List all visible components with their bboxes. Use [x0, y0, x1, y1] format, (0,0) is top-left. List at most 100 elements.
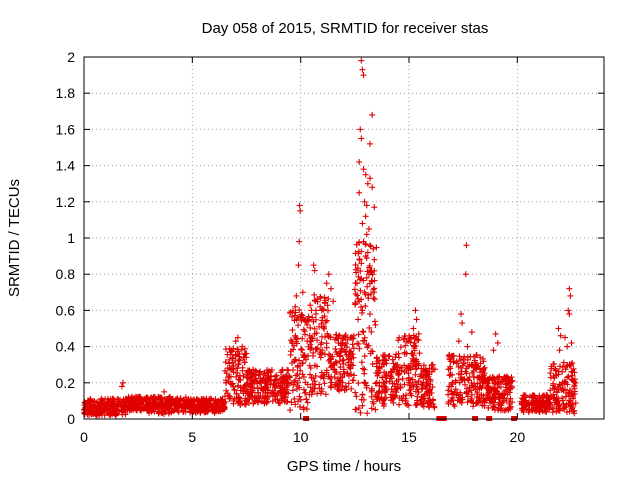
data-point	[81, 410, 88, 417]
data-point	[370, 295, 377, 302]
data-point	[312, 316, 319, 323]
data-point	[162, 397, 169, 404]
data-point	[86, 406, 93, 413]
data-point	[307, 384, 314, 391]
data-point	[359, 391, 366, 398]
data-point	[143, 396, 150, 403]
data-point	[372, 406, 379, 413]
data-point	[345, 380, 352, 387]
data-point	[347, 365, 354, 372]
data-point	[311, 362, 318, 369]
data-point	[235, 400, 242, 407]
data-point	[202, 398, 209, 405]
data-point	[287, 337, 294, 344]
data-point	[150, 394, 157, 401]
data-point	[138, 407, 145, 414]
data-point	[277, 400, 284, 407]
data-point	[358, 359, 365, 366]
data-point	[416, 350, 423, 357]
data-point	[291, 356, 298, 363]
data-point	[335, 386, 342, 393]
data-point	[303, 396, 310, 403]
data-point	[357, 304, 364, 311]
data-point	[289, 387, 296, 394]
data-point	[251, 384, 258, 391]
data-point	[357, 409, 364, 416]
data-point	[208, 397, 215, 404]
data-point	[273, 372, 280, 379]
data-point	[250, 366, 257, 373]
data-point	[359, 365, 366, 372]
data-point	[222, 377, 229, 384]
data-point	[325, 295, 332, 302]
data-point	[237, 395, 244, 402]
data-point	[257, 379, 264, 386]
data-point	[296, 403, 303, 410]
data-point	[379, 357, 386, 364]
data-point	[319, 350, 326, 357]
data-point	[350, 345, 357, 352]
data-point	[308, 374, 315, 381]
data-point	[332, 336, 339, 343]
data-point	[364, 344, 371, 351]
data-point	[355, 340, 362, 347]
data-point	[299, 312, 306, 319]
data-point	[259, 387, 266, 394]
data-point	[373, 244, 380, 251]
data-point	[360, 328, 367, 335]
data-point	[297, 396, 304, 403]
data-point	[177, 400, 184, 407]
data-point	[293, 338, 300, 345]
data-point	[124, 404, 131, 411]
data-point	[318, 320, 325, 327]
data-point	[294, 314, 301, 321]
data-point	[236, 357, 243, 364]
data-point	[222, 359, 229, 366]
data-point	[336, 333, 343, 340]
data-point	[383, 394, 390, 401]
data-point	[383, 372, 390, 379]
data-point	[341, 334, 348, 341]
data-point	[242, 401, 249, 408]
data-point	[317, 354, 324, 361]
data-point	[99, 400, 106, 407]
data-point	[301, 328, 308, 335]
data-point	[361, 334, 368, 341]
data-point	[367, 290, 374, 297]
data-point	[175, 409, 182, 416]
data-point	[327, 334, 334, 341]
data-point	[311, 325, 318, 332]
data-point	[294, 371, 301, 378]
data-point	[235, 361, 242, 368]
data-point	[242, 350, 249, 357]
data-point	[279, 378, 286, 385]
data-point	[307, 365, 314, 372]
data-point	[345, 351, 352, 358]
data-point	[333, 331, 340, 338]
data-point	[340, 366, 347, 373]
data-point	[334, 351, 341, 358]
data-point	[222, 399, 229, 406]
data-point	[228, 381, 235, 388]
data-point	[346, 364, 353, 371]
data-point	[272, 373, 279, 380]
data-point	[294, 363, 301, 370]
data-point	[374, 372, 381, 379]
data-point	[246, 395, 253, 402]
data-point	[318, 339, 325, 346]
data-point	[365, 295, 372, 302]
data-point	[230, 397, 237, 404]
data-point	[358, 248, 365, 255]
data-point	[185, 402, 192, 409]
data-point	[155, 400, 162, 407]
data-point	[342, 383, 349, 390]
data-point	[235, 376, 242, 383]
data-point	[348, 355, 355, 362]
data-point	[380, 352, 387, 359]
data-point	[352, 300, 359, 307]
data-point	[157, 403, 164, 410]
data-point	[300, 326, 307, 333]
data-point	[289, 313, 296, 320]
data-point	[366, 264, 373, 271]
data-point	[383, 386, 390, 393]
